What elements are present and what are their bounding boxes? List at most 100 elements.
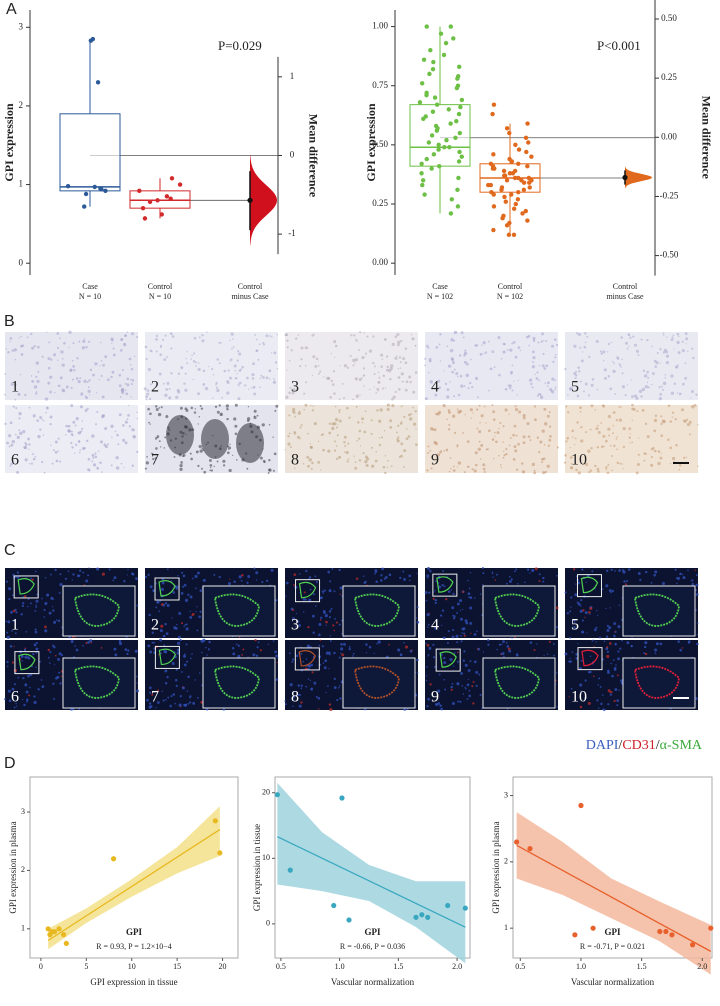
texture-dot bbox=[457, 700, 460, 703]
texture-dot bbox=[412, 390, 416, 394]
texture-dot bbox=[152, 641, 155, 644]
texture-dot bbox=[414, 410, 417, 413]
texture-dot bbox=[681, 349, 685, 353]
texture-dot bbox=[52, 644, 55, 647]
texture-dot bbox=[126, 331, 129, 333]
texture-dot bbox=[164, 622, 167, 626]
texture-dot bbox=[541, 332, 544, 336]
texture-dot bbox=[507, 647, 511, 651]
texture-dot bbox=[671, 456, 676, 461]
texture-dot bbox=[180, 671, 183, 673]
texture-dot bbox=[192, 701, 196, 705]
zoom-inset bbox=[202, 657, 276, 709]
texture-dot bbox=[5, 348, 8, 350]
texture-dot bbox=[677, 364, 679, 366]
texture-dot bbox=[6, 665, 9, 668]
texture-dot bbox=[526, 422, 530, 426]
texture-dot bbox=[83, 379, 87, 383]
texture-dot bbox=[451, 606, 455, 610]
texture-dot bbox=[614, 393, 617, 395]
texture-dot bbox=[81, 346, 85, 350]
texture-dot bbox=[605, 468, 608, 470]
texture-dot bbox=[315, 695, 318, 698]
texture-dot bbox=[210, 367, 214, 371]
texture-dot bbox=[426, 666, 428, 668]
texture-dot bbox=[72, 364, 76, 368]
texture-dot bbox=[162, 604, 165, 607]
texture-dot bbox=[317, 364, 320, 367]
texture-dot bbox=[333, 440, 336, 443]
texture-dot bbox=[453, 395, 456, 398]
point bbox=[454, 119, 459, 124]
texture-dot bbox=[465, 687, 467, 690]
texture-dot bbox=[647, 386, 650, 389]
texture-dot bbox=[262, 343, 266, 346]
texture-dot bbox=[676, 582, 678, 585]
texture-dot bbox=[365, 580, 367, 583]
texture-dot bbox=[685, 419, 688, 422]
texture-dot bbox=[579, 406, 582, 410]
texture-dot bbox=[409, 649, 413, 653]
texture-dot bbox=[582, 631, 585, 634]
texture-dot bbox=[225, 404, 230, 408]
texture-dot bbox=[99, 341, 102, 344]
texture-dot bbox=[533, 469, 536, 472]
texture-dot bbox=[589, 670, 592, 674]
texture-dot bbox=[444, 382, 448, 386]
texture-dot bbox=[511, 342, 513, 345]
texture-dot bbox=[636, 462, 640, 467]
texture-dot bbox=[399, 367, 402, 369]
texture-dot bbox=[292, 608, 295, 612]
texture-dot bbox=[452, 614, 455, 617]
texture-dot bbox=[199, 449, 203, 453]
texture-dot bbox=[643, 459, 646, 462]
texture-dot bbox=[410, 413, 413, 415]
texture-dot bbox=[149, 412, 152, 416]
texture-dot bbox=[185, 357, 187, 360]
texture-dot bbox=[237, 350, 240, 353]
texture-dot bbox=[468, 689, 471, 692]
texture-dot bbox=[468, 596, 470, 598]
texture-dot bbox=[532, 336, 536, 341]
texture-dot bbox=[70, 441, 73, 445]
texture-dot bbox=[182, 454, 186, 457]
texture-dot bbox=[306, 455, 310, 459]
texture-dot bbox=[604, 466, 607, 469]
texture-dot bbox=[257, 358, 260, 361]
texture-dot bbox=[305, 658, 308, 660]
texture-dot bbox=[404, 361, 408, 365]
texture-dot bbox=[358, 459, 362, 462]
texture-dot bbox=[259, 386, 261, 389]
texture-dot bbox=[64, 577, 68, 580]
texture-dot bbox=[233, 417, 237, 421]
texture-dot bbox=[101, 395, 105, 399]
texture-dot bbox=[60, 675, 63, 677]
texture-dot bbox=[292, 658, 295, 661]
texture-dot bbox=[610, 568, 613, 572]
texture-dot bbox=[338, 409, 341, 412]
texture-dot bbox=[509, 387, 512, 390]
texture-dot bbox=[159, 446, 162, 448]
texture-dot bbox=[628, 334, 630, 337]
texture-dot bbox=[143, 387, 147, 391]
texture-dot bbox=[288, 359, 291, 362]
texture-dot bbox=[508, 649, 512, 653]
texture-dot bbox=[410, 333, 413, 336]
point bbox=[511, 232, 517, 237]
texture-dot bbox=[341, 633, 343, 635]
texture-dot bbox=[673, 348, 675, 350]
texture-dot bbox=[104, 426, 108, 430]
texture-dot bbox=[616, 461, 620, 465]
texture-dot bbox=[603, 640, 606, 643]
texture-dot bbox=[288, 391, 291, 395]
texture-dot bbox=[218, 341, 221, 344]
x-tick-label: 0.5 bbox=[276, 962, 286, 971]
texture-dot bbox=[554, 379, 557, 382]
texture-dot bbox=[604, 376, 607, 380]
texture-dot bbox=[569, 657, 571, 660]
texture-dot bbox=[312, 631, 315, 634]
zoom-inset bbox=[482, 585, 556, 637]
texture-dot bbox=[126, 574, 129, 576]
texture-dot bbox=[126, 377, 130, 381]
texture-dot bbox=[286, 339, 289, 342]
